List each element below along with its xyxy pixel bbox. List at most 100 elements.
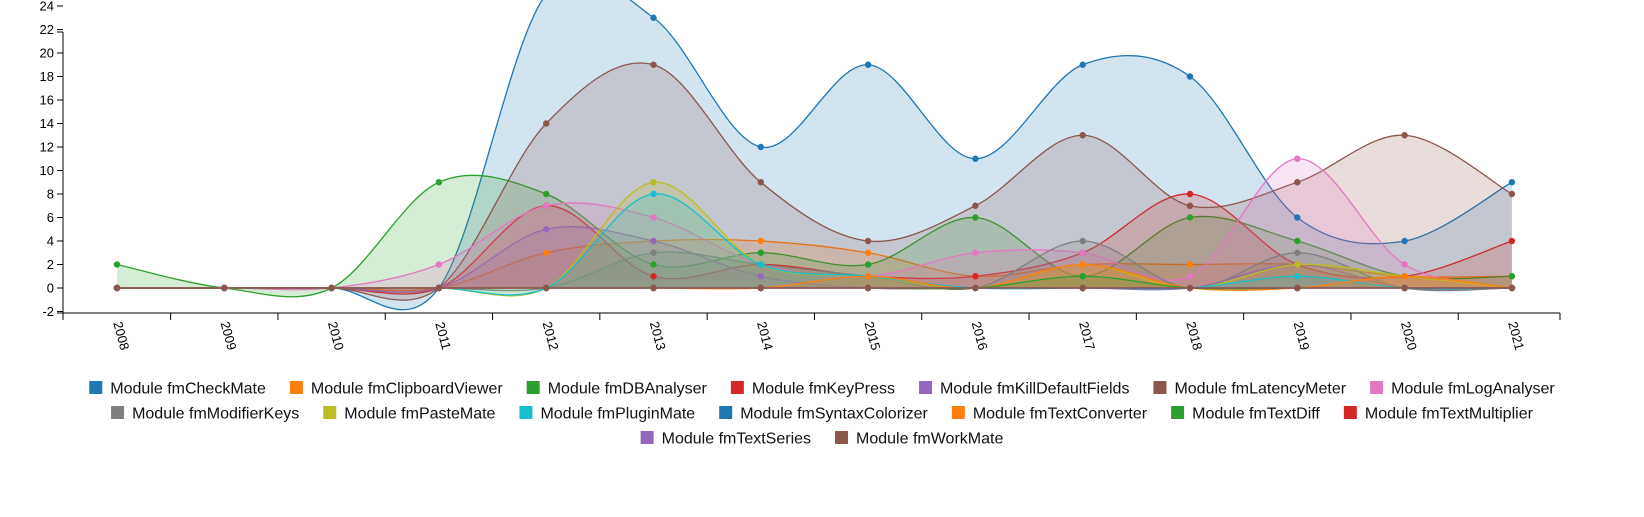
area-module-fmdbanalyser bbox=[117, 175, 1512, 297]
point-module-fmworkmate-2020[interactable] bbox=[1401, 284, 1408, 292]
point-module-fmkilldefaultfields-2013[interactable] bbox=[650, 237, 657, 245]
line-module-fmcheckmate bbox=[117, 0, 1513, 311]
point-module-fmloganalyser-2012[interactable] bbox=[543, 202, 550, 209]
point-module-fmpastemate-2019[interactable] bbox=[1294, 261, 1301, 268]
point-module-fmdbanalyser-2008[interactable] bbox=[113, 261, 121, 268]
point-module-fmdbanalyser-2016[interactable] bbox=[972, 214, 979, 221]
point-module-fmkeypress-2018[interactable] bbox=[1186, 190, 1194, 198]
legend-label: Module fmPluginMate bbox=[540, 406, 695, 423]
legend-item-module-fmlatencymeter[interactable]: Module fmLatencyMeter bbox=[1153, 381, 1347, 398]
point-module-fmcheckmate-2018[interactable] bbox=[1186, 73, 1194, 80]
point-module-fmpastemate-2013[interactable] bbox=[650, 179, 657, 186]
legend-item-module-fmcheckmate[interactable]: Module fmCheckMate bbox=[89, 381, 266, 398]
legend-item-module-fmtextmultiplier[interactable]: Module fmTextMultiplier bbox=[1343, 406, 1534, 423]
point-module-fmclipboardviewer-2014[interactable] bbox=[757, 237, 764, 245]
point-module-fmclipboardviewer-2012[interactable] bbox=[543, 249, 550, 256]
point-module-fmdbanalyser-2019[interactable] bbox=[1294, 237, 1301, 245]
point-module-fmloganalyser-2019[interactable] bbox=[1294, 155, 1301, 162]
point-module-fmloganalyser-2017[interactable] bbox=[1079, 249, 1086, 256]
point-module-fmlatencymeter-2018[interactable] bbox=[1186, 202, 1194, 209]
point-module-fmmodifierkeys-2019[interactable] bbox=[1294, 249, 1301, 256]
legend: Module fmCheckMate Module fmClipboardView… bbox=[89, 381, 1555, 448]
legend-item-module-fmworkmate[interactable]: Module fmWorkMate bbox=[835, 431, 1003, 448]
legend-item-module-fmdbanalyser[interactable]: Module fmDBAnalyser bbox=[526, 381, 708, 398]
legend-item-module-fmclipboardviewer[interactable]: Module fmClipboardViewer bbox=[289, 381, 503, 398]
point-module-fmmodifierkeys-2017[interactable] bbox=[1079, 237, 1086, 245]
series-module-fmdbanalyser bbox=[116, 174, 1512, 298]
point-module-fmlatencymeter-2019[interactable] bbox=[1294, 179, 1301, 186]
point-module-fmtextconverter-2020[interactable] bbox=[1401, 273, 1408, 280]
point-module-fmlatencymeter-2016[interactable] bbox=[972, 202, 979, 209]
point-module-fmpluginmate-2014[interactable] bbox=[757, 261, 764, 268]
point-module-fmdbanalyser-2013[interactable] bbox=[650, 261, 657, 268]
point-module-fmcheckmate-2016[interactable] bbox=[972, 155, 979, 162]
point-module-fmworkmate-2014[interactable] bbox=[757, 284, 764, 292]
point-module-fmworkmate-2012[interactable] bbox=[543, 284, 550, 292]
point-module-fmlatencymeter-2017[interactable] bbox=[1079, 132, 1086, 139]
point-module-fmcheckmate-2017[interactable] bbox=[1079, 61, 1086, 68]
point-module-fmworkmate-2021[interactable] bbox=[1508, 284, 1516, 292]
legend-item-module-fmkilldefaultfields[interactable]: Module fmKillDefaultFields bbox=[919, 381, 1129, 398]
point-module-fmloganalyser-2013[interactable] bbox=[650, 214, 657, 221]
point-module-fmlatencymeter-2013[interactable] bbox=[650, 61, 657, 68]
point-module-fmtextdiff-2017[interactable] bbox=[1079, 273, 1086, 280]
legend-item-module-fmtextdiff[interactable]: Module fmTextDiff bbox=[1171, 406, 1320, 423]
legend-item-module-fmloganalyser[interactable]: Module fmLogAnalyser bbox=[1370, 381, 1555, 398]
point-module-fmcheckmate-2019[interactable] bbox=[1294, 214, 1301, 221]
point-module-fmcheckmate-2015[interactable] bbox=[864, 61, 872, 68]
point-module-fmtextconverter-2015[interactable] bbox=[864, 273, 872, 280]
legend-item-module-fmtextseries[interactable]: Module fmTextSeries bbox=[640, 431, 811, 448]
point-module-fmworkmate-2010[interactable] bbox=[328, 284, 335, 292]
point-module-fmdbanalyser-2015[interactable] bbox=[864, 261, 872, 268]
y-tick-label: 12 bbox=[40, 140, 54, 155]
point-module-fmworkmate-2013[interactable] bbox=[650, 284, 657, 292]
point-module-fmworkmate-2008[interactable] bbox=[113, 284, 121, 292]
point-module-fmlatencymeter-2012[interactable] bbox=[543, 120, 550, 127]
point-module-fmdbanalyser-2018[interactable] bbox=[1186, 214, 1194, 221]
point-module-fmlatencymeter-2015[interactable] bbox=[864, 237, 872, 245]
legend-item-module-fmkeypress[interactable]: Module fmKeyPress bbox=[730, 381, 895, 398]
point-module-fmdbanalyser-2021[interactable] bbox=[1508, 273, 1516, 280]
legend-item-module-fmsyntaxcolorizer[interactable]: Module fmSyntaxColorizer bbox=[719, 406, 928, 423]
point-module-fmdbanalyser-2012[interactable] bbox=[543, 190, 550, 198]
point-module-fmcheckmate-2021[interactable] bbox=[1508, 179, 1516, 186]
point-module-fmlatencymeter-2014[interactable] bbox=[757, 179, 764, 186]
point-module-fmkeypress-2013[interactable] bbox=[650, 273, 657, 280]
point-module-fmlatencymeter-2020[interactable] bbox=[1401, 132, 1408, 139]
point-module-fmworkmate-2015[interactable] bbox=[864, 284, 872, 292]
y-tick-label: 4 bbox=[47, 234, 54, 249]
point-module-fmloganalyser-2018[interactable] bbox=[1186, 273, 1194, 280]
point-module-fmdbanalyser-2011[interactable] bbox=[435, 179, 443, 186]
point-module-fmworkmate-2011[interactable] bbox=[435, 284, 443, 292]
point-module-fmkeypress-2021[interactable] bbox=[1508, 237, 1516, 245]
point-module-fmkilldefaultfields-2014[interactable] bbox=[757, 273, 764, 280]
legend-item-module-fmpastemate[interactable]: Module fmPasteMate bbox=[323, 406, 496, 423]
legend-item-module-fmmodifierkeys[interactable]: Module fmModifierKeys bbox=[111, 406, 299, 423]
point-module-fmloganalyser-2016[interactable] bbox=[972, 249, 979, 256]
point-module-fmcheckmate-2013[interactable] bbox=[650, 14, 657, 21]
point-module-fmclipboardviewer-2018[interactable] bbox=[1186, 261, 1194, 268]
point-module-fmworkmate-2018[interactable] bbox=[1186, 284, 1194, 292]
point-module-fmworkmate-2009[interactable] bbox=[221, 284, 228, 292]
series-module-fmcheckmate bbox=[117, 0, 1513, 311]
point-module-fmmodifierkeys-2013[interactable] bbox=[650, 249, 657, 256]
point-module-fmdbanalyser-2014[interactable] bbox=[757, 249, 764, 256]
point-module-fmlatencymeter-2021[interactable] bbox=[1508, 190, 1516, 198]
point-module-fmworkmate-2019[interactable] bbox=[1294, 284, 1301, 292]
legend-swatch bbox=[1343, 406, 1357, 419]
point-module-fmloganalyser-2011[interactable] bbox=[435, 261, 443, 268]
legend-item-module-fmpluginmate[interactable]: Module fmPluginMate bbox=[519, 406, 695, 423]
point-module-fmtextconverter-2017[interactable] bbox=[1079, 261, 1086, 268]
point-module-fmclipboardviewer-2015[interactable] bbox=[864, 249, 872, 256]
y-tick-label: 10 bbox=[40, 163, 54, 178]
point-module-fmworkmate-2017[interactable] bbox=[1079, 284, 1086, 292]
point-module-fmkilldefaultfields-2012[interactable] bbox=[543, 226, 550, 233]
point-module-fmpluginmate-2019[interactable] bbox=[1294, 273, 1301, 280]
point-module-fmcheckmate-2014[interactable] bbox=[757, 143, 764, 151]
point-module-fmkeypress-2016[interactable] bbox=[972, 273, 979, 280]
point-module-fmcheckmate-2020[interactable] bbox=[1401, 237, 1408, 245]
point-module-fmworkmate-2016[interactable] bbox=[972, 284, 979, 292]
point-module-fmpluginmate-2013[interactable] bbox=[650, 190, 657, 198]
point-module-fmloganalyser-2020[interactable] bbox=[1401, 261, 1408, 268]
legend-item-module-fmtextconverter[interactable]: Module fmTextConverter bbox=[951, 406, 1148, 423]
